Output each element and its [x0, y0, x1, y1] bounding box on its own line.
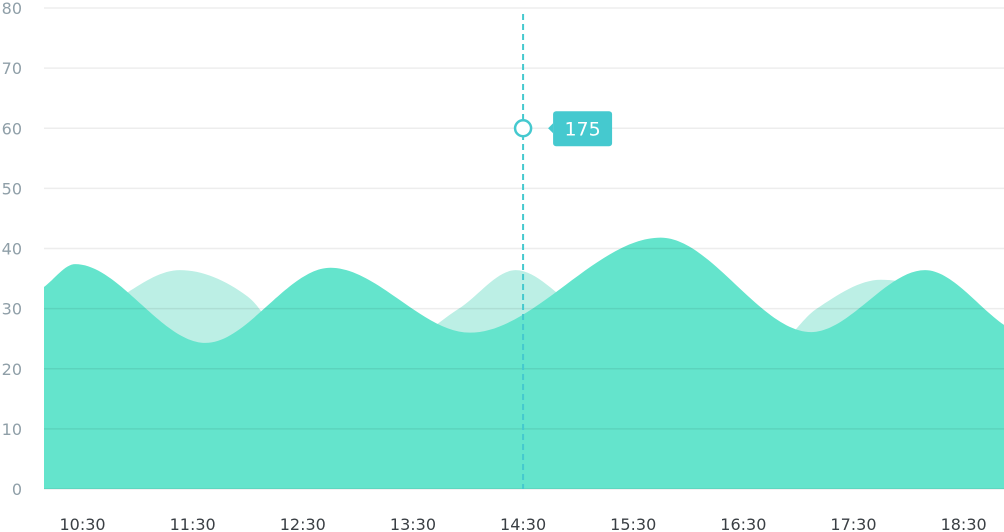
- y-tick-label: 80: [2, 0, 22, 18]
- y-tick-label: 20: [2, 360, 22, 379]
- tooltip: 175: [513, 14, 613, 489]
- y-tick-label: 70: [2, 59, 22, 78]
- x-tick-label: 17:30: [830, 515, 876, 532]
- tooltip-pointer: [548, 123, 554, 134]
- y-tick-label: 10: [2, 420, 22, 439]
- x-tick-label: 13:30: [390, 515, 436, 532]
- area-series-2: [44, 237, 1004, 489]
- x-tick-label: 15:30: [610, 515, 656, 532]
- x-tick-label: 10:30: [59, 515, 105, 532]
- y-tick-label: 30: [2, 300, 22, 319]
- y-axis: 0 10 20 30 40 50 60 70 80: [2, 0, 22, 499]
- y-tick-label: 0: [12, 480, 22, 499]
- y-tick-label: 50: [2, 179, 22, 198]
- tooltip-value: 175: [564, 118, 600, 140]
- x-tick-label: 12:30: [280, 515, 326, 532]
- y-tick-label: 60: [2, 119, 22, 138]
- x-tick-label: 16:30: [720, 515, 766, 532]
- x-axis: 10:30 11:30 12:30 13:30 14:30 15:30 16:30 17:30…: [59, 515, 986, 532]
- x-tick-label: 14:30: [500, 515, 546, 532]
- x-tick-label: 18:30: [941, 515, 987, 532]
- tooltip-box: [553, 111, 613, 147]
- hover-point: [513, 119, 533, 138]
- y-tick-label: 40: [2, 240, 22, 259]
- x-tick-label: 11:30: [170, 515, 216, 532]
